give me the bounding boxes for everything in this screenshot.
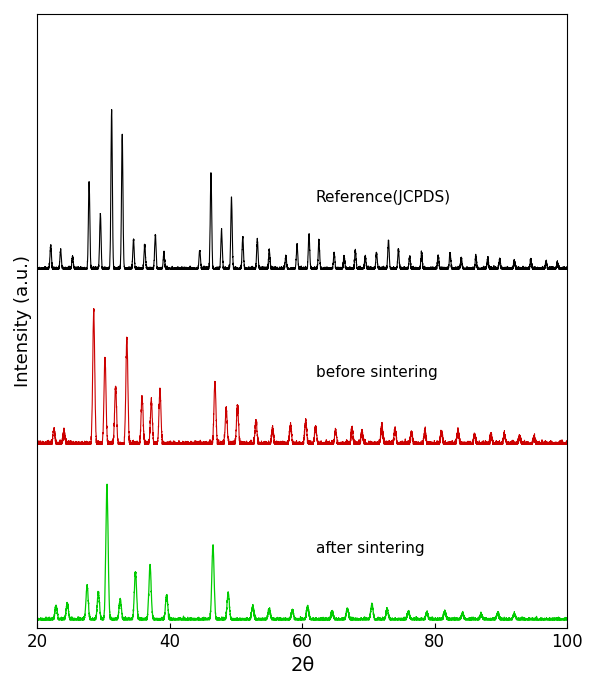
X-axis label: 2θ: 2θ — [290, 656, 315, 675]
Text: Reference(JCPDS): Reference(JCPDS) — [316, 190, 451, 205]
Y-axis label: Intensity (a.u.): Intensity (a.u.) — [14, 255, 32, 387]
Text: after sintering: after sintering — [316, 541, 424, 556]
Text: before sintering: before sintering — [316, 365, 438, 380]
